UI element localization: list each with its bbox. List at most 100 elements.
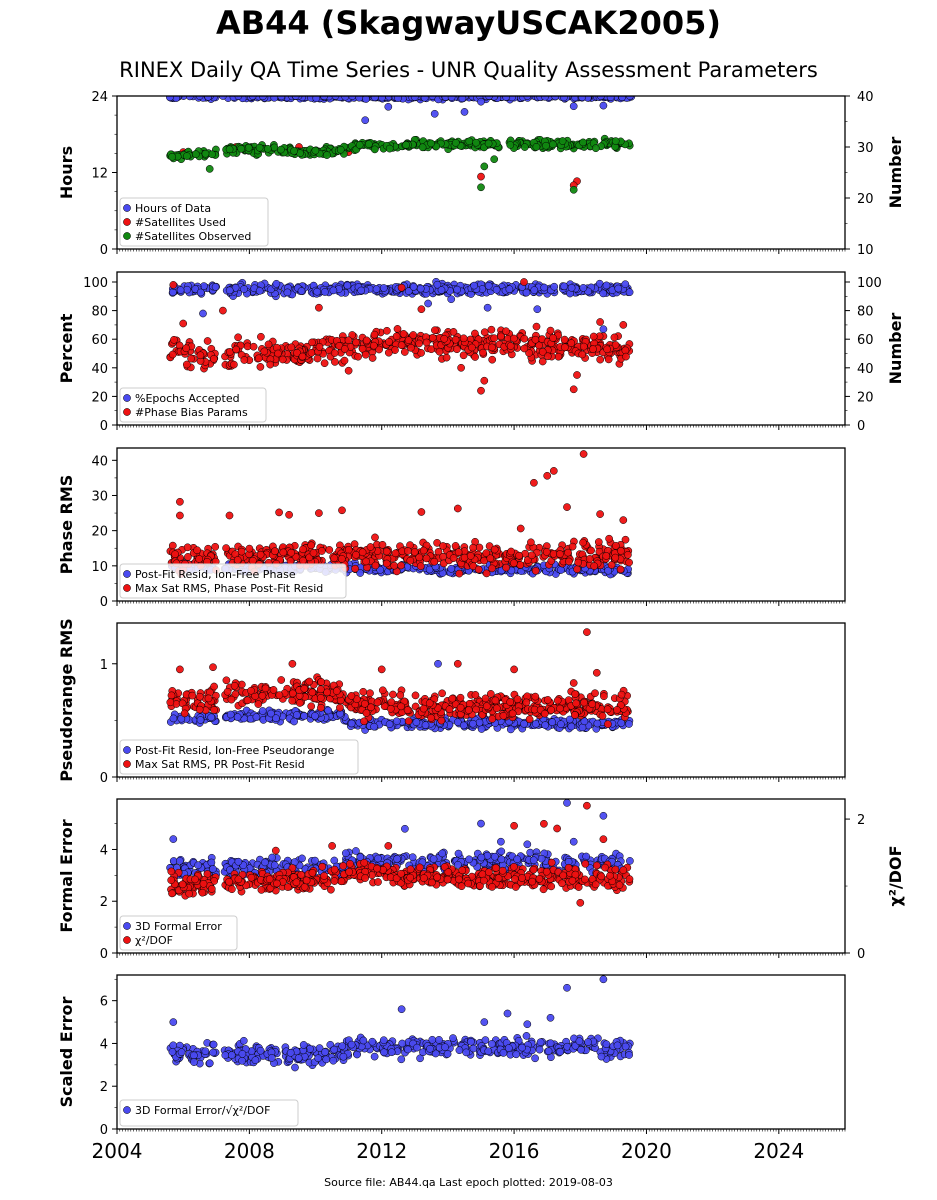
data-point bbox=[382, 547, 391, 556]
y-tick-label: 20 bbox=[91, 390, 108, 405]
data-point bbox=[377, 665, 386, 674]
data-point bbox=[464, 706, 473, 714]
data-point bbox=[420, 96, 429, 102]
data-point bbox=[329, 286, 338, 295]
data-point bbox=[382, 559, 391, 568]
data-point bbox=[419, 704, 428, 713]
data-point bbox=[205, 165, 214, 173]
data-point bbox=[417, 305, 426, 314]
data-point bbox=[352, 550, 360, 559]
data-point bbox=[486, 554, 495, 563]
y-tick-label: 12 bbox=[91, 167, 108, 182]
data-point bbox=[507, 547, 515, 556]
data-point bbox=[183, 543, 192, 552]
data-point bbox=[569, 185, 578, 194]
data-point bbox=[179, 319, 188, 328]
data-point bbox=[292, 711, 301, 719]
data-point bbox=[415, 553, 424, 562]
data-point bbox=[378, 686, 387, 695]
data-point bbox=[406, 556, 415, 565]
data-point bbox=[438, 689, 446, 698]
data-point bbox=[196, 351, 205, 360]
data-point bbox=[270, 143, 279, 152]
data-point bbox=[307, 541, 316, 550]
data-point bbox=[510, 665, 518, 674]
data-point bbox=[599, 325, 608, 334]
y-right-tick-label: 60 bbox=[857, 333, 874, 348]
data-point bbox=[460, 108, 469, 116]
data-point bbox=[196, 716, 205, 724]
data-point bbox=[502, 96, 510, 101]
data-point bbox=[579, 450, 588, 458]
data-point bbox=[453, 285, 461, 294]
data-point bbox=[316, 694, 325, 702]
data-point bbox=[409, 283, 418, 291]
data-point bbox=[559, 96, 568, 102]
data-point bbox=[168, 350, 177, 359]
data-point bbox=[176, 286, 185, 294]
data-point bbox=[187, 354, 195, 363]
data-point bbox=[391, 549, 400, 558]
data-point bbox=[358, 344, 367, 353]
data-point bbox=[567, 283, 576, 292]
data-point bbox=[569, 679, 578, 687]
data-point bbox=[445, 705, 454, 714]
data-point bbox=[255, 143, 264, 152]
data-point bbox=[619, 516, 628, 524]
data-point bbox=[571, 96, 579, 102]
data-point bbox=[556, 550, 564, 558]
data-point bbox=[208, 150, 216, 159]
y-tick-label: 20 bbox=[91, 525, 108, 540]
data-point bbox=[449, 554, 458, 562]
data-point bbox=[456, 703, 465, 712]
data-point bbox=[455, 569, 464, 578]
data-point bbox=[440, 334, 449, 343]
data-point bbox=[352, 338, 360, 347]
data-point bbox=[477, 97, 485, 106]
series-1-1 bbox=[166, 96, 636, 125]
data-point bbox=[567, 339, 576, 347]
y-tick-label: 100 bbox=[83, 276, 108, 291]
data-point bbox=[392, 717, 401, 726]
data-point bbox=[522, 288, 531, 297]
data-point bbox=[516, 524, 525, 533]
data-point bbox=[254, 354, 263, 363]
data-point bbox=[422, 554, 431, 563]
data-point bbox=[596, 318, 604, 326]
data-point bbox=[225, 511, 234, 520]
y-axis-label: Pseudorange RMS bbox=[57, 618, 76, 781]
data-point bbox=[290, 147, 298, 155]
data-point bbox=[491, 696, 500, 705]
data-point bbox=[300, 712, 308, 720]
data-point bbox=[412, 718, 421, 727]
data-point bbox=[324, 706, 333, 715]
data-point bbox=[313, 287, 321, 296]
y-axis-label: Hours bbox=[57, 146, 76, 199]
data-point bbox=[347, 719, 356, 728]
data-point bbox=[358, 548, 367, 557]
data-point bbox=[625, 288, 634, 297]
data-point bbox=[468, 343, 476, 352]
data-point bbox=[311, 146, 320, 155]
data-point bbox=[505, 285, 514, 294]
data-point bbox=[510, 334, 518, 343]
data-point bbox=[307, 702, 316, 711]
data-point bbox=[424, 299, 432, 308]
data-point bbox=[482, 549, 491, 557]
data-point bbox=[340, 345, 349, 353]
data-point bbox=[196, 288, 205, 297]
data-point bbox=[547, 706, 556, 714]
data-point bbox=[580, 698, 588, 707]
data-point bbox=[573, 371, 581, 379]
data-point bbox=[470, 281, 478, 290]
data-point bbox=[378, 540, 387, 549]
data-point bbox=[619, 321, 628, 329]
data-point bbox=[384, 348, 393, 357]
data-point bbox=[168, 152, 177, 161]
data-point bbox=[527, 551, 536, 560]
data-point bbox=[204, 96, 213, 101]
data-point bbox=[355, 96, 364, 102]
data-point bbox=[320, 359, 329, 368]
data-point bbox=[266, 360, 275, 369]
